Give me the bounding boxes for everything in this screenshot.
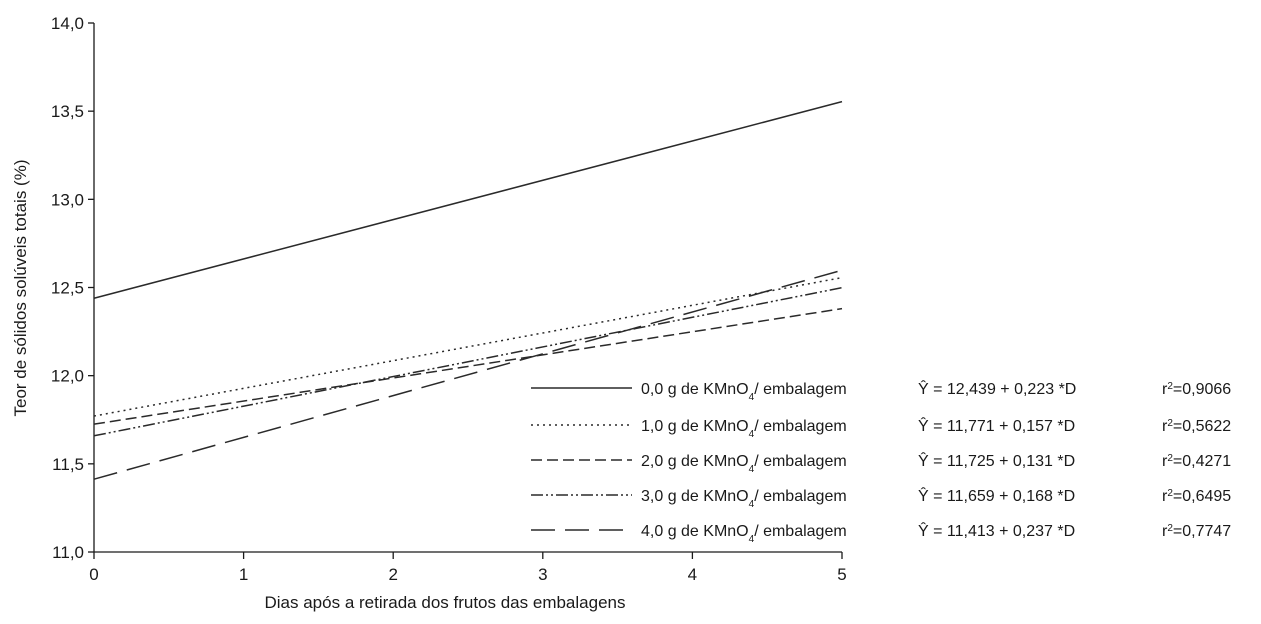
- y-tick-label: 12,0: [51, 367, 84, 386]
- y-tick-label: 11,5: [52, 455, 84, 474]
- y-tick-label: 12,5: [51, 279, 84, 298]
- legend-r-squared: r2=0,7747: [1162, 523, 1231, 541]
- legend-series-name: 2,0 g de KMnO4/ embalagem: [641, 453, 847, 475]
- legend-equation: Ŷ = 11,413 + 0,237 *D: [918, 521, 1075, 540]
- legend-entry: 2,0 g de KMnO4/ embalagem Ŷ = 11,725 + 0,…: [531, 451, 1231, 475]
- y-axis-label: Teor de sólidos solúveis totais (%): [11, 159, 30, 416]
- x-tick-label: 2: [388, 565, 397, 584]
- legend-r-squared: r2=0,4271: [1162, 453, 1231, 471]
- series-line-5: [93, 269, 843, 480]
- legend-series-name: 0,0 g de KMnO4/ embalagem: [641, 381, 847, 403]
- series-lines: [93, 100, 843, 480]
- series-line-3: [93, 307, 843, 425]
- legend-series-name: 1,0 g de KMnO4/ embalagem: [641, 418, 847, 440]
- series-line-2: [93, 276, 843, 417]
- legend-r-squared: r2=0,9066: [1162, 381, 1231, 399]
- legend-series-name: 3,0 g de KMnO4/ embalagem: [641, 488, 847, 510]
- x-axis-label: Dias após a retirada dos frutos das emba…: [265, 593, 626, 612]
- legend-background: [522, 370, 1258, 550]
- legend-equation: Ŷ = 11,771 + 0,157 *D: [918, 416, 1075, 435]
- x-tick-label: 4: [688, 565, 697, 584]
- legend-equation: Ŷ = 11,725 + 0,131 *D: [918, 451, 1075, 470]
- legend-equation: Ŷ = 11,659 + 0,168 *D: [918, 486, 1075, 505]
- x-tick-label: 0: [89, 565, 98, 584]
- legend: 0,0 g de KMnO4/ embalagem Ŷ = 12,439 + 0,…: [522, 370, 1258, 550]
- y-tick-label: 11,0: [52, 543, 84, 562]
- legend-entry: 1,0 g de KMnO4/ embalagem Ŷ = 11,771 + 0,…: [531, 416, 1231, 440]
- y-tick-label: 13,5: [51, 102, 84, 121]
- legend-r-squared: r2=0,5622: [1162, 418, 1231, 436]
- x-tick-label: 1: [239, 565, 248, 584]
- series-line-4: [93, 286, 843, 437]
- y-ticks: 11,0 11,5 12,0 12,5 13,0 13,5 14,0: [51, 14, 94, 562]
- y-tick-label: 13,0: [51, 190, 84, 209]
- x-tick-label: 5: [837, 565, 846, 584]
- legend-r-squared: r2=0,6495: [1162, 488, 1231, 506]
- legend-entry: 0,0 g de KMnO4/ embalagem Ŷ = 12,439 + 0,…: [531, 379, 1231, 403]
- x-ticks: 0 1 2 3 4 5: [89, 552, 847, 584]
- legend-entry: 3,0 g de KMnO4/ embalagem Ŷ = 11,659 + 0,…: [531, 486, 1231, 510]
- plot-area: 11,0 11,5 12,0 12,5 13,0 13,5 14,0 0 1 2 3 4 5: [51, 14, 847, 584]
- y-tick-label: 14,0: [51, 14, 84, 33]
- x-tick-label: 3: [538, 565, 547, 584]
- legend-entry: 4,0 g de KMnO4/ embalagem Ŷ = 11,413 + 0,…: [531, 521, 1231, 545]
- legend-equation: Ŷ = 12,439 + 0,223 *D: [918, 379, 1076, 398]
- legend-series-name: 4,0 g de KMnO4/ embalagem: [641, 523, 847, 545]
- series-line-1: [93, 100, 843, 299]
